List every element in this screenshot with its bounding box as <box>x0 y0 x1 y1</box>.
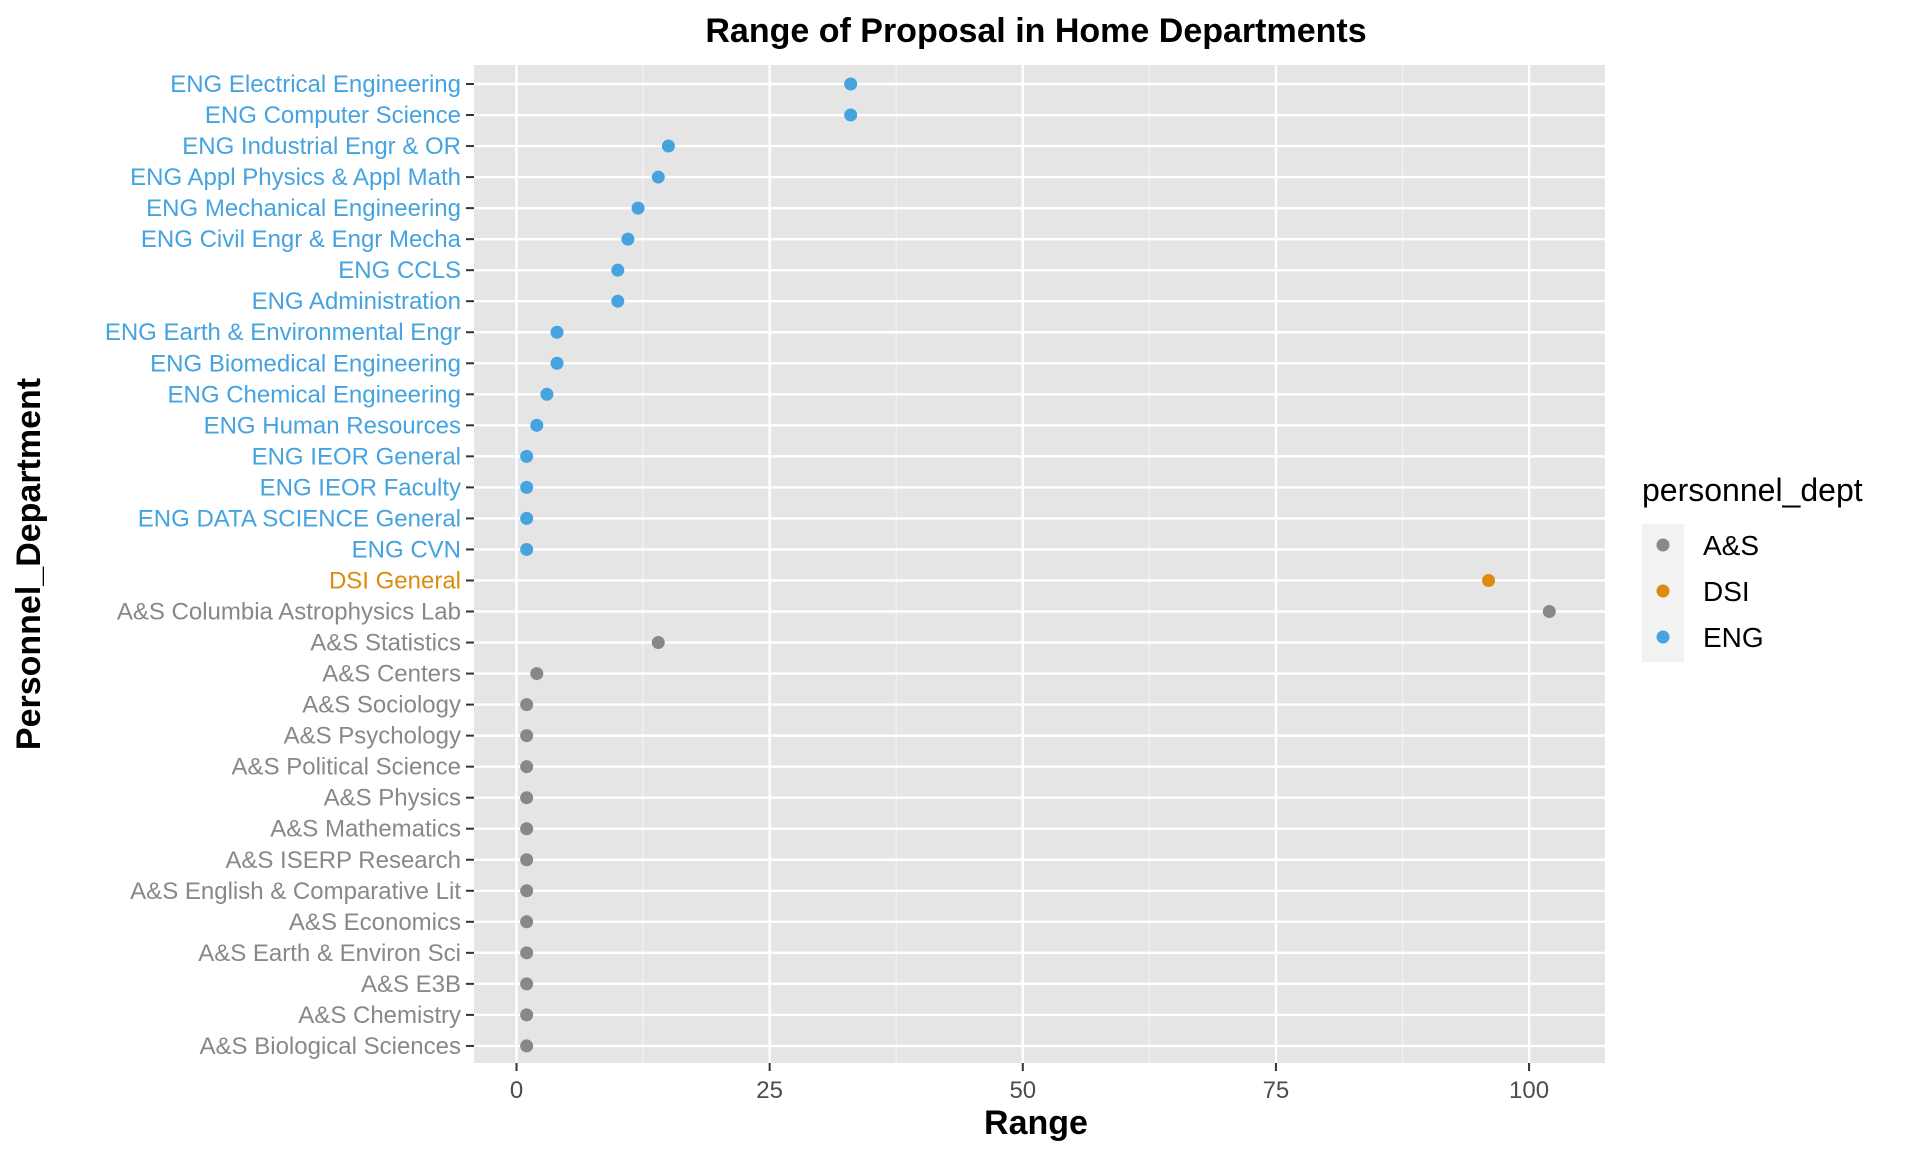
grid-minor <box>642 65 1404 1063</box>
y-tick-label: ENG IEOR Faculty <box>260 474 461 501</box>
legend-key-symbol <box>1656 584 1670 598</box>
y-tick-label: A&S Statistics <box>310 630 461 657</box>
y-tick-label: ENG Mechanical Engineering <box>146 195 461 222</box>
y-tick-label: ENG Administration <box>252 288 461 315</box>
data-point <box>520 915 534 929</box>
y-tick-label: ENG Human Resources <box>204 412 461 439</box>
y-tick-label: A&S Political Science <box>232 754 461 781</box>
data-point <box>621 232 635 246</box>
y-tick-label: A&S Psychology <box>284 723 461 750</box>
x-axis: 0 25 50 75 100 <box>510 1063 1549 1104</box>
data-point <box>520 729 534 743</box>
legend-title: personnel_dept <box>1642 472 1863 508</box>
data-point <box>520 698 534 712</box>
y-tick-label: ENG Appl Physics & Appl Math <box>130 164 461 191</box>
data-point <box>611 263 625 277</box>
legend: personnel_dept A&S DSI ENG <box>1642 472 1863 662</box>
x-tick-label: 75 <box>1263 1077 1290 1104</box>
y-tick-label: ENG Civil Engr & Engr Mecha <box>141 226 462 253</box>
legend-key-symbol <box>1656 630 1670 644</box>
grid-major <box>474 65 1605 1063</box>
y-tick-label: A&S Biological Sciences <box>200 1033 461 1060</box>
plot-panel <box>474 65 1605 1063</box>
data-point <box>520 822 534 836</box>
y-tick-label: ENG Computer Science <box>205 102 461 129</box>
x-axis-title: Range <box>984 1104 1088 1142</box>
data-point <box>520 977 534 991</box>
y-tick-label: A&S Earth & Environ Sci <box>198 940 461 967</box>
x-tick-label: 50 <box>1009 1077 1036 1104</box>
data-point <box>651 636 665 650</box>
data-point <box>1542 605 1556 619</box>
legend-label: A&S <box>1703 530 1759 561</box>
data-point <box>631 201 645 215</box>
data-point <box>844 77 858 91</box>
y-tick-label: ENG Earth & Environmental Engr <box>105 319 461 346</box>
y-tick-label: A&S ISERP Research <box>225 847 461 874</box>
data-point <box>550 356 564 370</box>
y-tick-label: ENG Biomedical Engineering <box>150 350 461 377</box>
data-point <box>1482 573 1496 587</box>
data-point <box>520 1039 534 1053</box>
legend-key-symbol <box>1656 538 1670 552</box>
data-point <box>520 946 534 960</box>
chart-title: Range of Proposal in Home Departments <box>705 12 1366 50</box>
y-axis: A&S Biological Sciences A&S Chemistry A&S … <box>105 71 474 1060</box>
data-point <box>520 542 534 556</box>
y-tick-label: ENG Chemical Engineering <box>168 381 461 408</box>
data-point <box>520 511 534 525</box>
data-point <box>651 170 665 184</box>
data-point <box>520 853 534 867</box>
data-point <box>611 294 625 308</box>
x-tick-label: 25 <box>756 1077 783 1104</box>
data-point <box>844 108 858 122</box>
data-point <box>520 1008 534 1022</box>
y-tick-label: A&S Chemistry <box>298 1002 461 1029</box>
y-tick-label: A&S Physics <box>324 785 461 812</box>
data-point <box>520 760 534 774</box>
data-points <box>520 77 1556 1053</box>
data-point <box>530 667 544 681</box>
y-tick-label: A&S Economics <box>289 909 461 936</box>
x-tick-label: 0 <box>510 1077 523 1104</box>
data-point <box>520 480 534 494</box>
data-point <box>661 139 675 153</box>
y-tick-label: ENG IEOR General <box>252 443 461 470</box>
y-tick-label: DSI General <box>329 567 461 594</box>
legend-label: ENG <box>1703 622 1764 653</box>
data-point <box>540 387 554 401</box>
data-point <box>520 884 534 898</box>
data-point <box>520 449 534 463</box>
y-tick-label: ENG CVN <box>352 536 461 563</box>
y-tick-label: A&S E3B <box>361 971 461 998</box>
y-tick-label: A&S Centers <box>322 661 461 688</box>
legend-label: DSI <box>1703 576 1750 607</box>
y-tick-label: ENG Electrical Engineering <box>170 71 461 98</box>
y-tick-label: A&S Columbia Astrophysics Lab <box>117 599 461 626</box>
y-tick-label: A&S Sociology <box>302 692 461 719</box>
y-tick-label: ENG CCLS <box>338 257 461 284</box>
data-point <box>550 325 564 339</box>
y-tick-label: A&S Mathematics <box>270 816 461 843</box>
y-axis-title: Personnel_Department <box>10 378 48 750</box>
data-point <box>530 418 544 432</box>
y-tick-label: A&S English & Comparative Lit <box>130 878 461 905</box>
y-tick-label: ENG DATA SCIENCE General <box>138 505 461 532</box>
y-tick-label: ENG Industrial Engr & OR <box>182 133 461 160</box>
data-point <box>520 791 534 805</box>
x-tick-label: 100 <box>1509 1077 1549 1104</box>
